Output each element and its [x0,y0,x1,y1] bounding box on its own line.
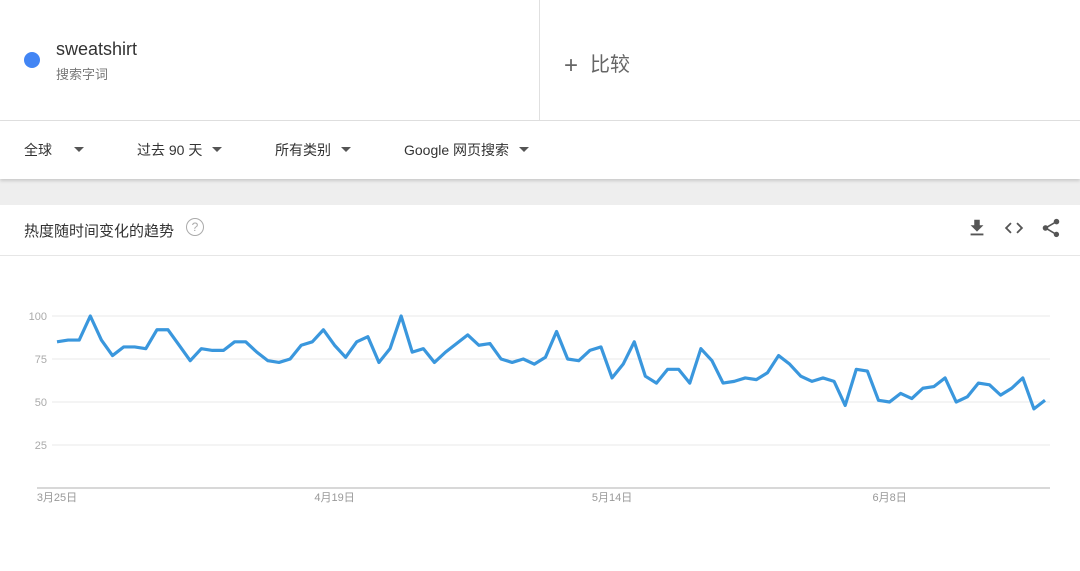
x-tick-label: 5月14日 [592,492,632,504]
search-term-card[interactable]: sweatshirt 搜索字词 [0,0,540,120]
region-label: 全球 [24,142,52,158]
caret-down-icon [341,147,351,152]
x-tick-label: 3月25日 [37,492,77,504]
time-range-label: 过去 90 天 [137,142,203,158]
card-divider [0,255,1080,256]
term-type: 搜索字词 [56,67,109,82]
category-label: 所有类别 [275,142,331,158]
y-tick-label: 75 [35,354,47,366]
y-tick-label: 50 [35,397,47,409]
search-terms-bar: sweatshirt 搜索字词 + 比较 [0,0,1080,121]
share-icon[interactable] [1040,217,1062,239]
caret-down-icon [212,147,223,152]
trend-line [56,314,1046,411]
interest-over-time-card: 热度随时间变化的趋势 ? 25 50 75 100 3月25日 4月19日 5月14日 6月8… [0,205,1080,571]
region-dropdown[interactable]: 全球 [24,140,84,160]
card-title: 热度随时间变化的趋势 [24,223,175,240]
filter-bar: 全球 过去 90 天 所有类别 Google 网页搜索 [0,121,1080,179]
plus-icon: + [564,52,579,79]
y-tick-label: 100 [29,311,47,323]
caret-down-icon [74,147,84,152]
download-icon[interactable] [966,217,988,239]
embed-icon[interactable] [1003,217,1025,239]
trend-chart: 25 50 75 100 3月25日 4月19日 5月14日 6月8日 [29,311,1050,504]
search-type-dropdown[interactable]: Google 网页搜索 [404,140,530,160]
time-range-dropdown[interactable]: 过去 90 天 [137,140,223,160]
x-tick-label: 6月8日 [872,492,906,504]
term-name[interactable]: sweatshirt [56,39,138,59]
compare-button[interactable]: + 比较 [564,48,630,80]
caret-down-icon [519,147,530,152]
y-tick-label: 25 [35,440,47,452]
question-icon[interactable]: ? [186,218,204,236]
category-dropdown[interactable]: 所有类别 [275,140,351,160]
search-type-label: Google 网页搜索 [404,142,510,158]
term-color-dot [24,52,40,68]
x-tick-label: 4月19日 [314,492,354,504]
compare-label: 比较 [590,54,631,76]
